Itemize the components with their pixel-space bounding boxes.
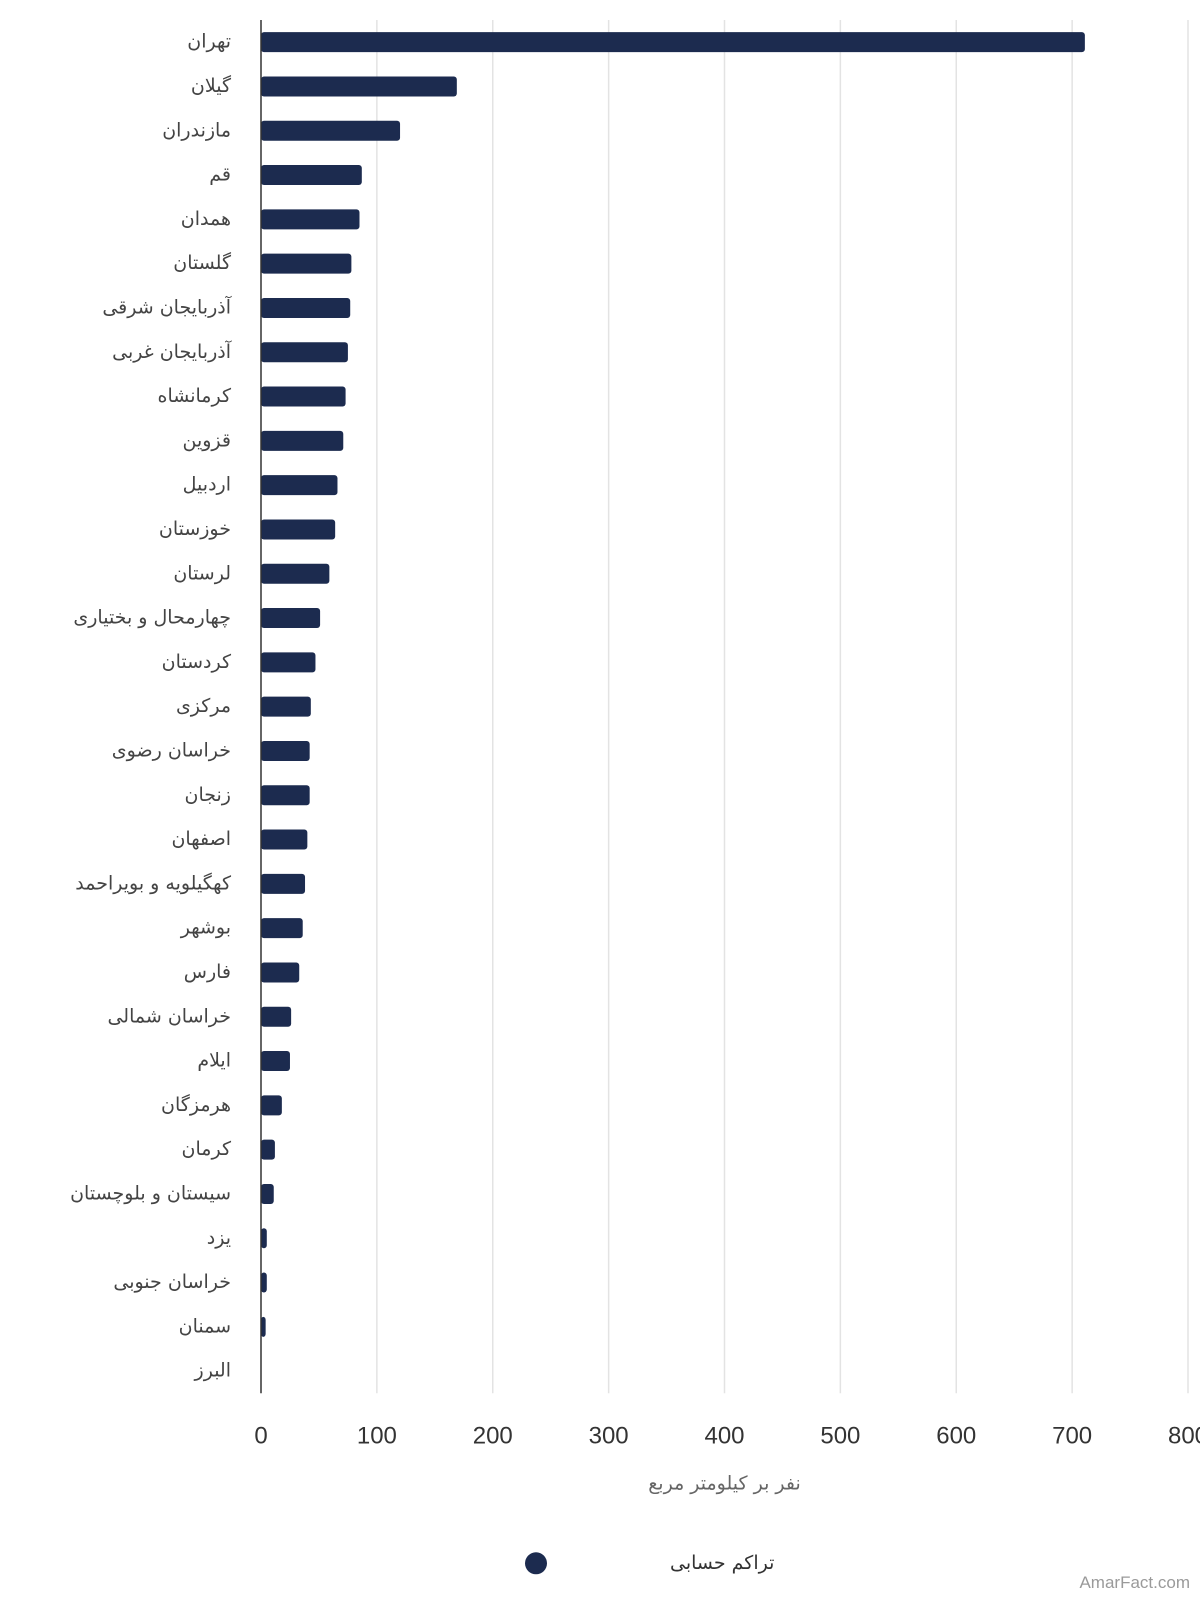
x-tick-label: 700	[1052, 1422, 1092, 1449]
bar	[261, 253, 352, 274]
bar	[261, 342, 348, 363]
category-label: قم	[209, 164, 231, 186]
x-tick-label: 600	[936, 1422, 976, 1449]
gridlines	[376, 20, 1189, 1394]
category-label: بوشهر	[180, 917, 231, 939]
category-label: فارس	[184, 961, 231, 983]
category-label: گلستان	[173, 251, 232, 274]
category-label: چهارمحال و بختیاری	[73, 607, 231, 629]
category-label: خراسان جنوبی	[113, 1271, 231, 1293]
legend-label: تراکم حسابی	[670, 1552, 774, 1574]
category-label: لرستان	[173, 562, 231, 584]
category-label: اردبیل	[183, 474, 231, 496]
category-label: کرمان	[182, 1138, 232, 1160]
bar	[261, 829, 308, 850]
bar	[261, 1272, 267, 1293]
bar	[261, 1228, 267, 1249]
x-tick-label: 200	[473, 1422, 513, 1449]
category-label: آذربایجان شرقی	[102, 294, 231, 318]
category-label: مرکزی	[176, 695, 231, 717]
bar	[261, 32, 1085, 53]
category-label: خراسان شمالی	[107, 1005, 231, 1027]
category-label: همدان	[181, 208, 231, 230]
category-labels: تهران گیلان مازندران قم همدان گلستان آذربایجان…	[70, 31, 232, 1382]
category-label: گیلان	[191, 74, 232, 97]
x-tick-label: 0	[254, 1422, 267, 1449]
bar	[261, 696, 311, 717]
bar	[261, 652, 316, 673]
category-label: هرمزگان	[161, 1093, 231, 1116]
bar	[261, 1051, 290, 1072]
category-label: یزد	[207, 1227, 231, 1249]
category-label: قزوین	[183, 429, 232, 451]
bar	[261, 785, 310, 806]
legend: تراکم حسابی	[525, 1552, 774, 1575]
bar	[261, 608, 321, 629]
category-label: آذربایجان غربی	[112, 339, 232, 363]
category-label: اصفهان	[171, 828, 231, 850]
bar	[261, 1139, 275, 1160]
category-label: مازندران	[162, 119, 231, 141]
bar	[261, 519, 336, 540]
bar	[261, 165, 362, 186]
category-label: تهران	[187, 31, 231, 53]
bar	[261, 962, 300, 983]
x-tick-label: 100	[357, 1422, 397, 1449]
category-label: سمنان	[179, 1315, 231, 1337]
bar	[261, 918, 303, 939]
bar	[261, 76, 457, 97]
bar	[261, 209, 360, 230]
bar	[261, 740, 310, 761]
bar	[261, 1316, 266, 1337]
bar	[261, 1095, 282, 1116]
bar	[261, 1183, 274, 1204]
category-label: زنجان	[185, 784, 231, 806]
category-label: البرز	[194, 1360, 231, 1382]
x-tick-label: 400	[704, 1422, 744, 1449]
bar	[261, 475, 338, 496]
x-tick-labels: 0 100 200 300 400 500 600 700 800	[254, 1422, 1200, 1449]
category-label: کهگیلویه و بویراحمد	[75, 871, 232, 894]
legend-marker	[525, 1552, 547, 1575]
category-label: سیستان و بلوچستان	[70, 1182, 231, 1204]
bar	[261, 873, 306, 894]
category-label: خراسان رضوی	[112, 739, 231, 761]
x-tick-label: 800	[1168, 1422, 1200, 1449]
bar	[261, 120, 401, 141]
bar	[261, 1006, 292, 1027]
x-axis-title: نفر بر کیلومتر مربع	[648, 1472, 801, 1494]
category-label: کرمانشاه	[158, 385, 232, 407]
x-tick-label: 300	[589, 1422, 629, 1449]
bar	[261, 563, 330, 584]
bar	[261, 430, 344, 451]
bar	[261, 386, 346, 407]
bars	[261, 32, 1085, 1337]
x-tick-label: 500	[820, 1422, 860, 1449]
category-label: خوزستان	[159, 518, 231, 540]
bar	[261, 297, 351, 318]
category-label: کردستان	[162, 651, 232, 673]
category-label: ایلام	[197, 1050, 231, 1072]
source-label: AmarFact.com	[1079, 1573, 1190, 1592]
